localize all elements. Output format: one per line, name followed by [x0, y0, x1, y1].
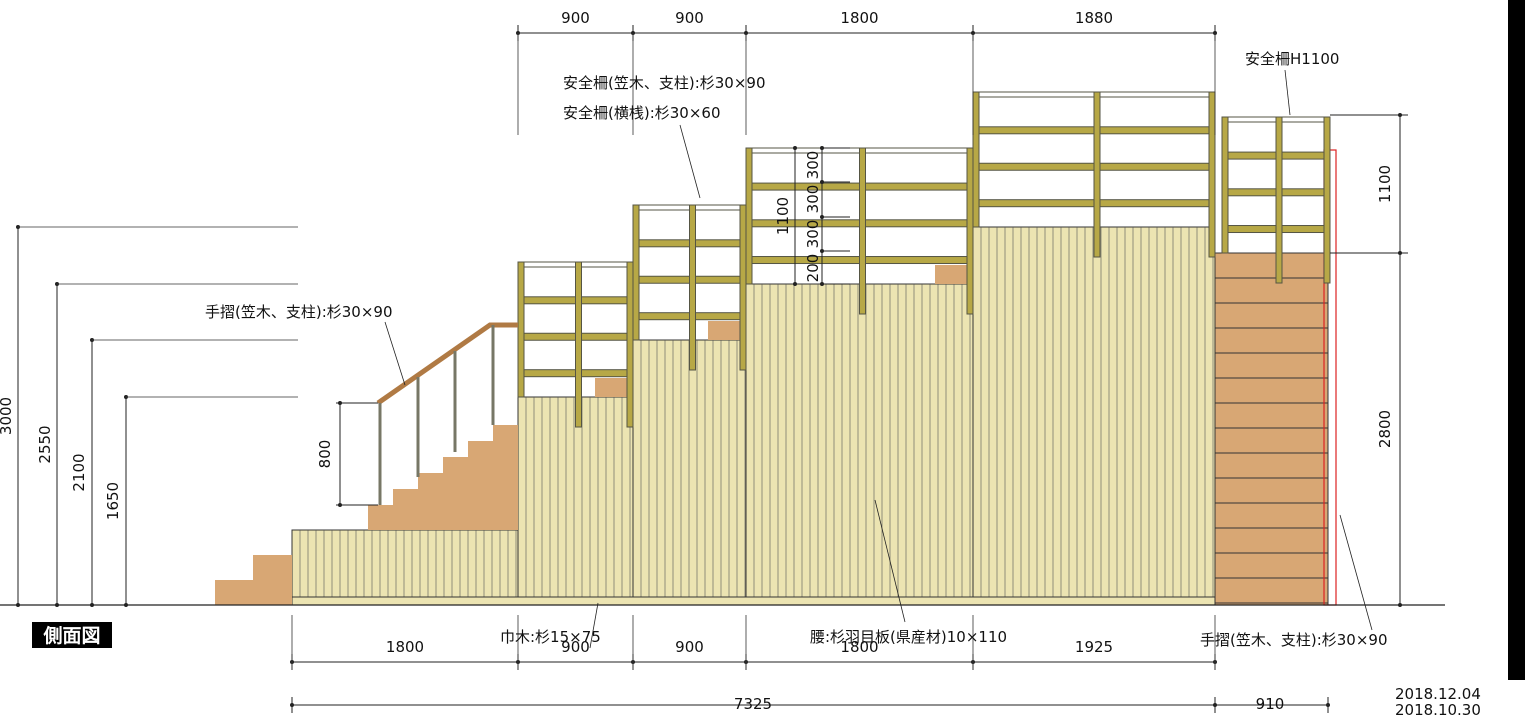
rail-post	[1221, 116, 1229, 254]
annotation: 手摺(笠木、支柱):杉30×90	[1200, 631, 1388, 649]
annotation: 安全柵(横桟):杉30×60	[563, 104, 721, 122]
leader-line	[1284, 69, 1291, 116]
leader-line	[874, 499, 906, 623]
step	[253, 555, 292, 605]
dim-label: 800	[316, 440, 334, 469]
date: 2018.10.30	[1395, 701, 1481, 715]
dim-label: 1925	[1075, 638, 1113, 656]
dim-label: 2800	[1376, 410, 1394, 448]
dim-label: 1100	[1376, 165, 1394, 203]
date: 2018.12.04	[1395, 685, 1481, 703]
dim-label: 3000	[0, 397, 15, 435]
step	[493, 425, 518, 530]
dim-dot	[90, 603, 94, 607]
wall	[291, 529, 519, 598]
pad	[595, 378, 633, 397]
leader-line	[1339, 514, 1373, 631]
rail-post	[1275, 116, 1283, 284]
rail-post	[1093, 91, 1101, 258]
frame-edge	[1508, 0, 1525, 680]
rail-post	[689, 204, 696, 371]
title-bg	[32, 622, 112, 648]
dim-label: 200	[804, 254, 822, 283]
rail-post	[626, 261, 634, 428]
dim-label: 1800	[840, 9, 878, 27]
dim-label: 1800	[840, 638, 878, 656]
pad	[708, 321, 746, 340]
annotation: 安全柵(笠木、支柱):杉30×90	[563, 74, 766, 92]
rail-post	[745, 147, 753, 285]
rail-post	[517, 261, 525, 398]
rail-post	[632, 204, 640, 341]
dim-label: 7325	[734, 695, 772, 713]
wall	[745, 283, 974, 598]
wall	[972, 226, 1216, 598]
dim-label: 900	[675, 638, 704, 656]
dim-label: 900	[561, 638, 590, 656]
dim-label: 2550	[36, 425, 54, 463]
rail-post	[1323, 116, 1331, 284]
dim-dot	[793, 146, 797, 150]
dim-label: 1650	[104, 482, 122, 520]
dim-label: 300	[804, 220, 822, 249]
dim-label: 1800	[386, 638, 424, 656]
annotation: 安全柵H1100	[1245, 50, 1339, 68]
dim-dot	[1326, 703, 1330, 707]
baseboard	[291, 596, 1216, 606]
handrail	[376, 322, 518, 406]
dim-label: 300	[804, 151, 822, 180]
dim-label: 900	[561, 9, 590, 27]
annotation: 腰:杉羽目板(県産材)10×110	[810, 628, 1007, 646]
leader-line	[679, 124, 701, 199]
dim-label: 900	[675, 9, 704, 27]
dim-dot	[1213, 703, 1217, 707]
dim-dot	[1398, 603, 1402, 607]
rail-post	[739, 204, 747, 371]
pad	[935, 265, 973, 284]
dim-label: 1880	[1075, 9, 1113, 27]
dim-dot	[793, 282, 797, 286]
dim-label: 1100	[774, 197, 792, 235]
annotation: 手摺(笠木、支柱):杉30×90	[205, 303, 393, 321]
wall	[632, 339, 747, 598]
leader-line	[589, 602, 599, 649]
dim-label: 2100	[70, 453, 88, 491]
dim-dot	[16, 603, 20, 607]
rail-post	[972, 91, 980, 228]
dim-dot	[124, 603, 128, 607]
annotation: 巾木:杉15×75	[500, 628, 601, 646]
dim-label: 910	[1256, 695, 1285, 713]
rail-post	[1208, 91, 1216, 258]
title: 側面図	[42, 625, 100, 647]
dim-dot	[290, 703, 294, 707]
deck-block	[1214, 252, 1329, 606]
dim-dot	[55, 603, 59, 607]
rail-post	[575, 261, 582, 428]
dim-label: 300	[804, 185, 822, 214]
rail-post	[859, 147, 866, 315]
leader-line	[384, 321, 406, 386]
rail-post	[966, 147, 974, 315]
